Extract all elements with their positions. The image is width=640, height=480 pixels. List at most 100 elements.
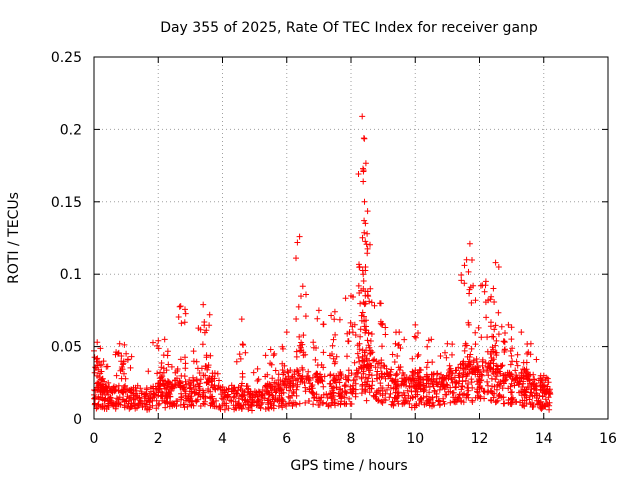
data-point (406, 400, 413, 407)
data-point (314, 315, 321, 322)
data-point (161, 336, 168, 343)
data-point (111, 387, 118, 394)
data-point (526, 377, 533, 384)
data-point (478, 377, 485, 383)
data-point (279, 343, 286, 350)
data-point (228, 382, 235, 389)
data-point (464, 371, 471, 378)
data-point (157, 369, 164, 376)
data-point (417, 395, 424, 402)
data-point (294, 381, 301, 388)
y-axis-label: ROTI / TECUs (6, 192, 22, 284)
data-point (462, 340, 469, 347)
data-point (174, 398, 181, 405)
data-point (160, 352, 167, 359)
data-point (546, 387, 553, 394)
data-point (113, 395, 120, 402)
data-point (495, 379, 502, 386)
data-point (433, 375, 440, 382)
data-point (156, 400, 163, 407)
data-point (361, 217, 368, 224)
data-point (424, 343, 431, 350)
data-point (270, 352, 277, 359)
data-point (359, 267, 366, 274)
data-point (254, 365, 261, 372)
data-point (407, 376, 414, 383)
data-point (233, 405, 240, 412)
data-point (364, 337, 371, 344)
data-point (351, 359, 358, 366)
data-point (300, 332, 307, 339)
data-point (459, 360, 466, 367)
data-point (178, 372, 185, 379)
data-point (331, 308, 338, 315)
data-point (464, 353, 471, 360)
data-point (230, 394, 237, 401)
data-point (331, 399, 337, 406)
data-point (100, 383, 107, 390)
data-point (458, 272, 465, 278)
data-point (181, 319, 188, 326)
data-point (426, 389, 433, 396)
data-point (355, 282, 362, 289)
data-point (368, 299, 375, 306)
data-point (168, 383, 174, 390)
data-point (474, 394, 481, 401)
data-point (177, 384, 184, 391)
data-point (328, 312, 335, 319)
data-point (474, 389, 481, 396)
data-point (387, 390, 394, 397)
data-point (453, 398, 460, 405)
data-point (332, 402, 338, 409)
data-point (495, 393, 502, 399)
data-point (390, 385, 397, 392)
data-point (193, 358, 200, 365)
data-point (466, 240, 473, 247)
data-point (239, 374, 246, 380)
data-point (358, 390, 365, 397)
data-point (123, 350, 130, 357)
data-point (320, 364, 327, 371)
data-point (157, 382, 163, 388)
data-point (515, 381, 522, 388)
data-point (249, 397, 256, 404)
data-point (205, 387, 212, 394)
data-point (315, 377, 322, 383)
data-point (355, 369, 362, 376)
data-point (485, 372, 492, 379)
data-point (303, 376, 310, 383)
data-point (460, 369, 467, 376)
data-point (347, 319, 354, 326)
data-point (175, 314, 182, 320)
data-point (513, 372, 520, 379)
data-point (344, 353, 350, 360)
data-point (358, 287, 365, 294)
data-point (168, 363, 175, 370)
data-point (118, 364, 125, 370)
data-point (195, 325, 202, 332)
data-point (201, 319, 208, 325)
data-point (500, 380, 507, 387)
data-point (410, 383, 417, 389)
data-point (490, 348, 497, 355)
data-point (423, 371, 430, 378)
data-point (447, 399, 454, 406)
data-point (271, 350, 278, 357)
data-point (492, 342, 499, 349)
data-point (236, 351, 243, 358)
data-point (127, 395, 134, 402)
data-point (361, 198, 368, 205)
data-point (284, 368, 291, 375)
data-point (177, 303, 184, 310)
data-point (137, 385, 144, 392)
data-point (545, 379, 552, 386)
data-point (491, 299, 498, 305)
data-point (187, 382, 194, 388)
data-point (245, 404, 252, 411)
data-point (302, 388, 309, 395)
data-point (499, 377, 506, 384)
data-point (228, 398, 235, 405)
data-point (336, 379, 343, 386)
data-point (437, 353, 444, 359)
data-point (363, 323, 369, 330)
